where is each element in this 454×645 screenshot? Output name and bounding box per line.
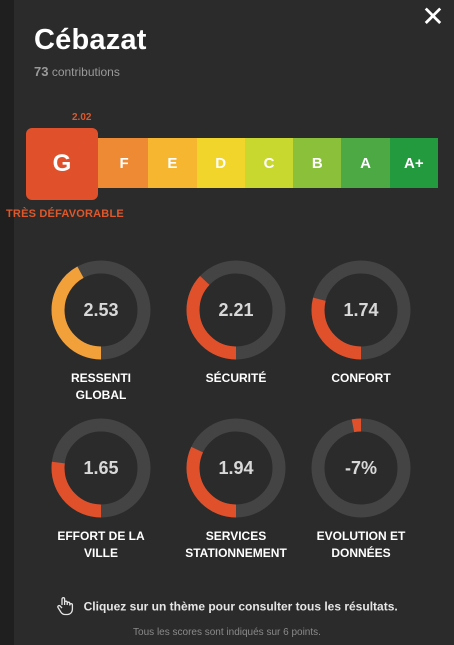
contributions-label: contributions [51,65,120,79]
contributions-count: 73 [34,64,49,79]
grade-segment[interactable]: A [341,138,390,188]
close-icon[interactable]: ✕ [421,1,445,32]
theme-ring: 2.21 [186,260,286,360]
theme-value: 1.94 [218,458,253,478]
theme-value: 1.65 [83,458,118,478]
theme-label: SÉCURITÉ [205,371,267,385]
theme-card[interactable]: 2.53 RESSENTI GLOBAL [36,258,166,404]
grade-segment[interactable]: B [293,138,342,188]
theme-ring: 2.53 [51,260,151,360]
theme-label: EVOLUTION ET DONNÉES [316,529,406,560]
theme-card[interactable]: -7% EVOLUTION ET DONNÉES [296,416,426,562]
ring-value-arc [51,260,151,360]
grade-segment[interactable]: E [148,138,197,188]
theme-card[interactable]: 2.21 SÉCURITÉ [171,258,301,387]
theme-ring: 1.74 [311,260,411,360]
theme-label: CONFORT [331,371,391,385]
theme-value: -7% [345,458,377,478]
grade-scale: F E D C B A A+ [98,138,438,188]
ring-value-arc [186,260,286,360]
grade-description: TRÈS DÉFAVORABLE [6,208,124,220]
contributions-summary: 73 contributions [34,64,120,79]
pointer-hand-icon [56,596,74,619]
grade-segment[interactable]: F [98,138,149,188]
left-edge-strip [0,0,14,645]
theme-ring: -7% [311,418,411,518]
theme-card[interactable]: 1.65 EFFORT DE LA VILLE [36,416,166,562]
theme-value: 2.21 [218,300,253,320]
theme-label: EFFORT DE LA VILLE [57,529,145,560]
theme-value: 2.53 [83,300,118,320]
grade-segment[interactable]: D [196,138,245,188]
grade-current[interactable]: G [26,128,98,200]
city-title: Cébazat [34,24,147,56]
grade-segment[interactable]: A+ [389,138,438,188]
hint-text: Cliquez sur un thème pour consulter tous… [83,599,398,614]
scale-note: Tous les scores sont indiqués sur 6 poin… [133,627,321,638]
theme-card[interactable]: 1.94 SERVICES STATIONNEMENT [171,416,301,562]
theme-card[interactable]: 1.74 CONFORT [296,258,426,387]
ring-value-arc [186,418,286,518]
ring-value-arc [311,260,411,360]
hint-row: Cliquez sur un thème pour consulter tous… [0,596,454,619]
theme-ring: 1.65 [51,418,151,518]
grade-segment[interactable]: C [244,138,294,188]
theme-ring: 1.94 [186,418,286,518]
ring-value-arc [51,418,151,518]
overall-score: 2.02 [72,112,92,123]
theme-label: RESSENTI GLOBAL [70,371,131,402]
theme-label: SERVICES STATIONNEMENT [185,529,287,560]
theme-value: 1.74 [343,300,378,320]
